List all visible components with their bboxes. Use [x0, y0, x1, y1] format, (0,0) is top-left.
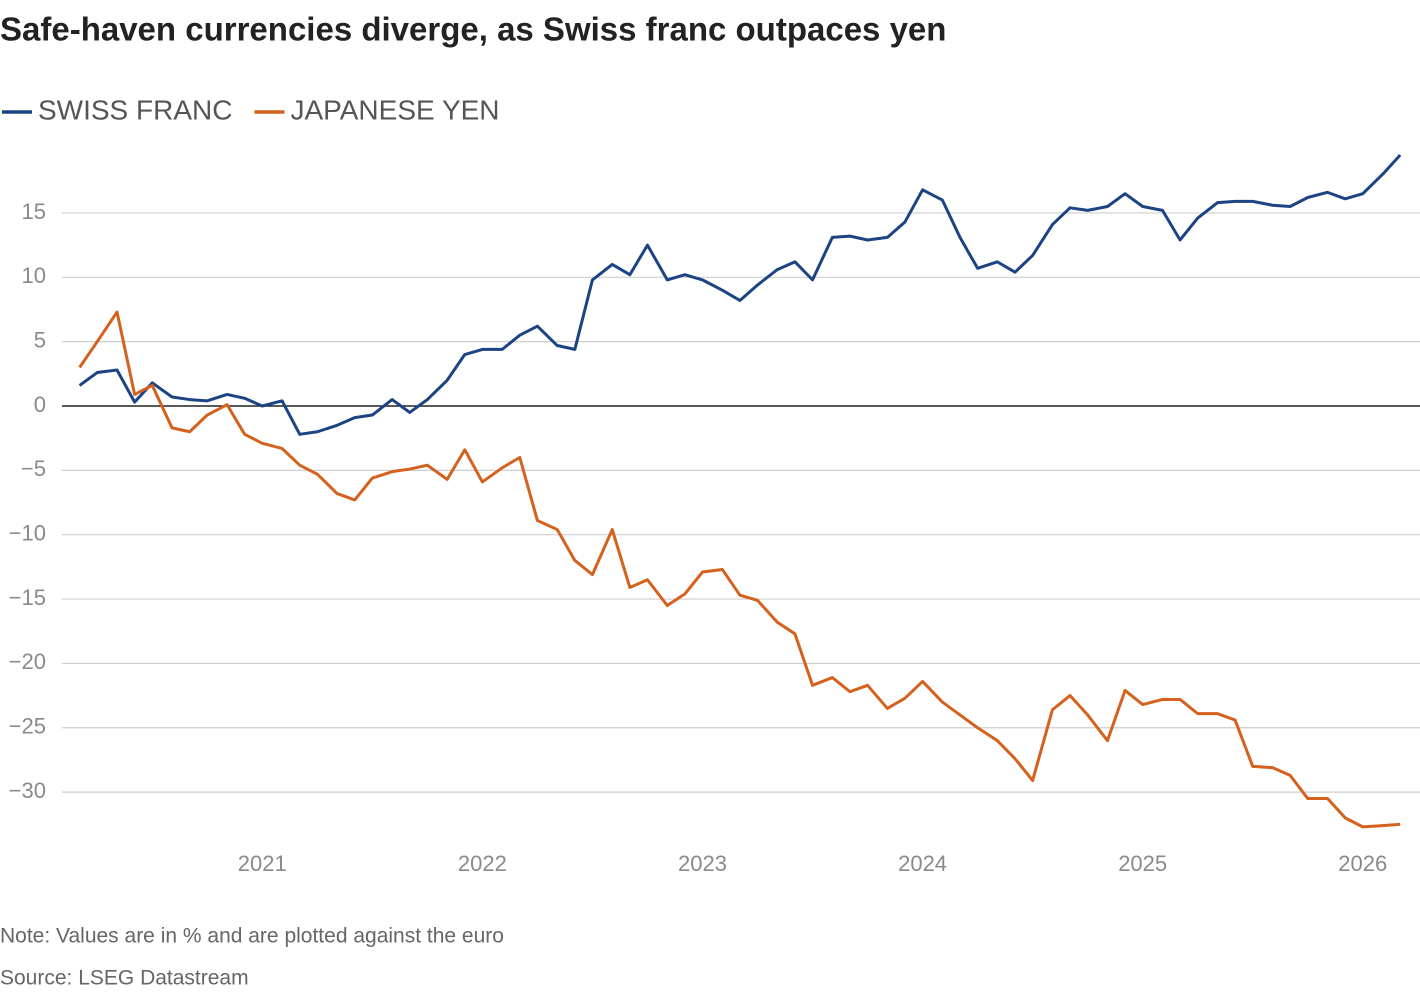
series-line — [78, 310, 1401, 829]
x-tick-label: 2021 — [238, 851, 287, 876]
grid: −30 −25 −20 −15 −10 −5 0 5 10 15 2021 2022 2023 2024 2… — [9, 199, 1420, 876]
y-tick-label: −10 — [9, 521, 46, 546]
y-tick-label: −5 — [21, 456, 46, 481]
legend-label: SWISS FRANC — [38, 94, 232, 125]
y-tick-label: 5 — [34, 327, 46, 352]
y-tick-label: −15 — [9, 585, 46, 610]
lines — [78, 154, 1402, 829]
x-tick-label: 2026 — [1338, 851, 1387, 876]
y-tick-label: −20 — [9, 649, 46, 674]
chart-title: Safe-haven currencies diverge, as Swiss … — [0, 11, 946, 48]
x-tick-label: 2024 — [898, 851, 947, 876]
y-tick-label: 0 — [34, 392, 46, 417]
series-line — [78, 154, 1402, 436]
y-tick-label: −25 — [9, 714, 46, 739]
y-tick-label: 10 — [22, 263, 46, 288]
x-tick-label: 2025 — [1118, 851, 1167, 876]
legend-label: JAPANESE YEN — [290, 94, 499, 125]
legend: SWISS FRANC JAPANESE YEN — [2, 94, 500, 125]
x-tick-label: 2022 — [458, 851, 507, 876]
source: Source: LSEG Datastream — [0, 967, 249, 990]
note: Note: Values are in % and are plotted ag… — [0, 925, 504, 948]
y-tick-label: 15 — [22, 199, 46, 224]
x-tick-label: 2023 — [678, 851, 727, 876]
y-tick-label: −30 — [9, 778, 46, 803]
